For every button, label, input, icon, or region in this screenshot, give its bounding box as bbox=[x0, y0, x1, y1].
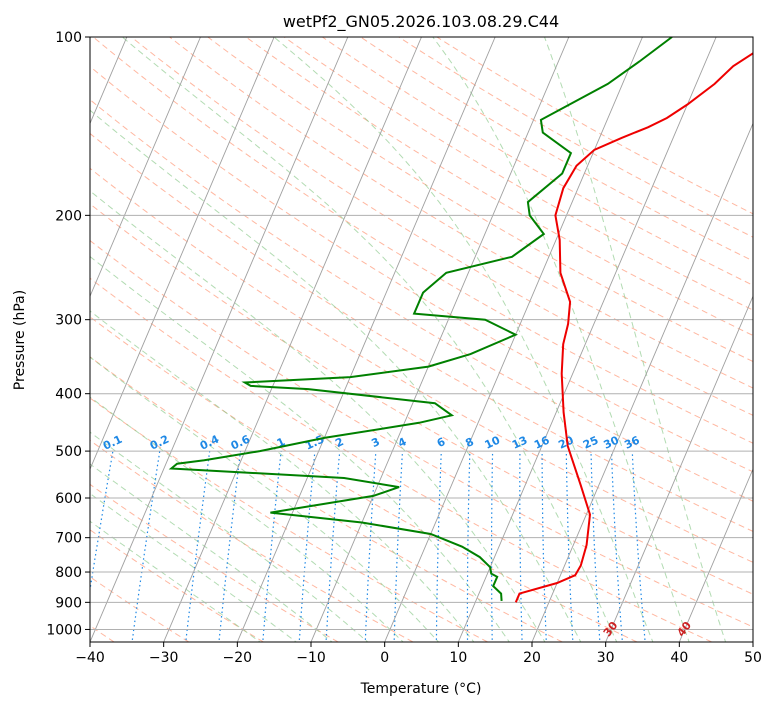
y-tick-label: 100 bbox=[55, 30, 82, 46]
y-tick-label: 900 bbox=[55, 595, 82, 611]
x-tick-label: 10 bbox=[449, 650, 467, 666]
y-tick-label: 800 bbox=[55, 565, 82, 581]
y-tick-label: 400 bbox=[55, 387, 82, 403]
y-tick-label: 300 bbox=[55, 313, 82, 329]
chart-title: wetPf2_GN05.2026.103.08.29.C44 bbox=[283, 12, 559, 32]
x-tick-label: 0 bbox=[380, 650, 389, 666]
x-tick-label: −40 bbox=[75, 650, 105, 666]
y-tick-label: 200 bbox=[55, 208, 82, 224]
y-tick-label: 600 bbox=[55, 491, 82, 507]
y-tick-label: 1000 bbox=[46, 622, 82, 638]
x-axis-title: Temperature (°C) bbox=[360, 681, 482, 697]
x-tick-label: 30 bbox=[597, 650, 615, 666]
y-tick-label: 500 bbox=[55, 444, 82, 460]
x-tick-label: 20 bbox=[523, 650, 541, 666]
x-tick-label: −10 bbox=[296, 650, 326, 666]
x-tick-label: −20 bbox=[223, 650, 253, 666]
y-axis-title: Pressure (hPa) bbox=[12, 290, 28, 390]
x-tick-label: 50 bbox=[744, 650, 762, 666]
x-tick-label: −30 bbox=[149, 650, 179, 666]
y-tick-label: 700 bbox=[55, 531, 82, 547]
x-tick-label: 40 bbox=[670, 650, 688, 666]
